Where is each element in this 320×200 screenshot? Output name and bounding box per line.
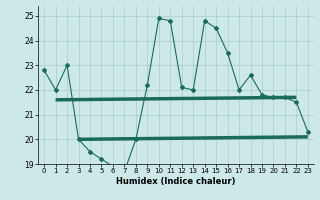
X-axis label: Humidex (Indice chaleur): Humidex (Indice chaleur) <box>116 177 236 186</box>
